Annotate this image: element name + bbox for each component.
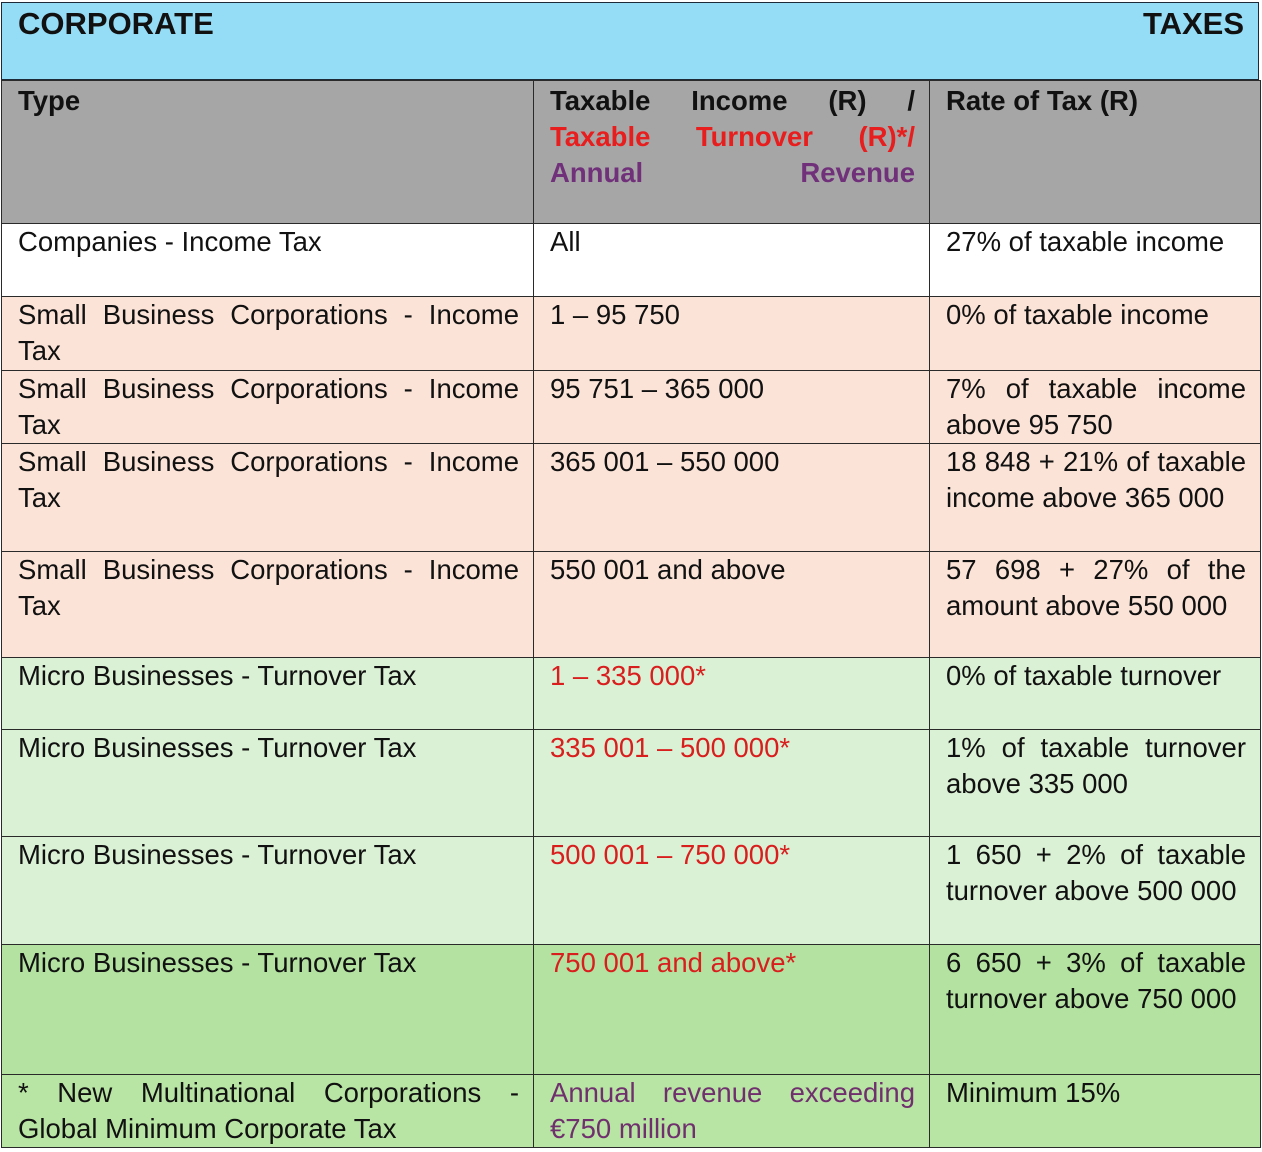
cell-type: Micro Businesses - Turnover Tax [1,836,534,945]
cell-type: Small Business Corporations - Income Tax [1,443,534,552]
table-row: Micro Businesses - Turnover Tax 500 001 … [1,836,1261,945]
cell-rate: 0% of taxable income [929,296,1261,371]
header-bracket: Taxable Income (R) / Taxable Turnover (R… [533,80,930,224]
cell-rate: Minimum 15% [929,1074,1261,1148]
title-banner: CORPORATE TAXES [1,2,1259,80]
header-bracket-revenue: Annual Revenue [550,157,915,188]
cell-rate: 0% of taxable turnover [929,657,1261,730]
cell-bracket: 1 – 335 000* [533,657,930,730]
title-right: TAXES [1142,6,1244,41]
cell-type: Micro Businesses - Turnover Tax [1,657,534,730]
cell-type: Small Business Corporations - Income Tax [1,551,534,658]
table-row: Small Business Corporations - Income Tax… [1,370,1261,444]
cell-bracket: 550 001 and above [533,551,930,658]
header-type: Type [1,80,534,224]
cell-bracket: 500 001 – 750 000* [533,836,930,945]
cell-rate: 1 650 + 2% of taxable turnover above 500… [929,836,1261,945]
table-row: * New Multinational Corporations - Globa… [1,1074,1261,1148]
title-left: CORPORATE [18,6,214,41]
cell-type: Micro Businesses - Turnover Tax [1,729,534,837]
cell-type: Small Business Corporations - Income Tax [1,296,534,371]
cell-bracket: Annual revenue exceeding €750 million [533,1074,930,1148]
cell-type: Micro Businesses - Turnover Tax [1,944,534,1075]
cell-bracket: 1 – 95 750 [533,296,930,371]
table-row: Micro Businesses - Turnover Tax 750 001 … [1,944,1261,1075]
cell-rate: 7% of taxable income above 95 750 [929,370,1261,444]
corporate-tax-table: Type Taxable Income (R) / Taxable Turnov… [1,80,1261,1148]
table-row: Small Business Corporations - Income Tax… [1,551,1261,658]
table-row: Micro Businesses - Turnover Tax 1 – 335 … [1,657,1261,730]
cell-type: * New Multinational Corporations - Globa… [1,1074,534,1148]
header-bracket-turnover: Taxable Turnover (R)*/ [550,121,915,152]
cell-rate: 27% of taxable income [929,223,1261,297]
table-row: Companies - Income Tax All 27% of taxabl… [1,223,1261,297]
cell-rate: 18 848 + 21% of taxable income above 365… [929,443,1261,552]
header-bracket-income: Taxable Income (R) / [550,85,915,116]
table-row: Micro Businesses - Turnover Tax 335 001 … [1,729,1261,837]
cell-bracket: 95 751 – 365 000 [533,370,930,444]
cell-type: Companies - Income Tax [1,223,534,297]
table-row: Small Business Corporations - Income Tax… [1,443,1261,552]
cell-bracket: 750 001 and above* [533,944,930,1075]
cell-bracket: 365 001 – 550 000 [533,443,930,552]
cell-rate: 57 698 + 27% of the amount above 550 000 [929,551,1261,658]
table-row: Small Business Corporations - Income Tax… [1,296,1261,371]
header-rate: Rate of Tax (R) [929,80,1261,224]
cell-bracket: All [533,223,930,297]
cell-rate: 1% of taxable turnover above 335 000 [929,729,1261,837]
cell-rate: 6 650 + 3% of taxable turnover above 750… [929,944,1261,1075]
cell-type: Small Business Corporations - Income Tax [1,370,534,444]
cell-bracket: 335 001 – 500 000* [533,729,930,837]
header-row: Type Taxable Income (R) / Taxable Turnov… [1,80,1261,224]
